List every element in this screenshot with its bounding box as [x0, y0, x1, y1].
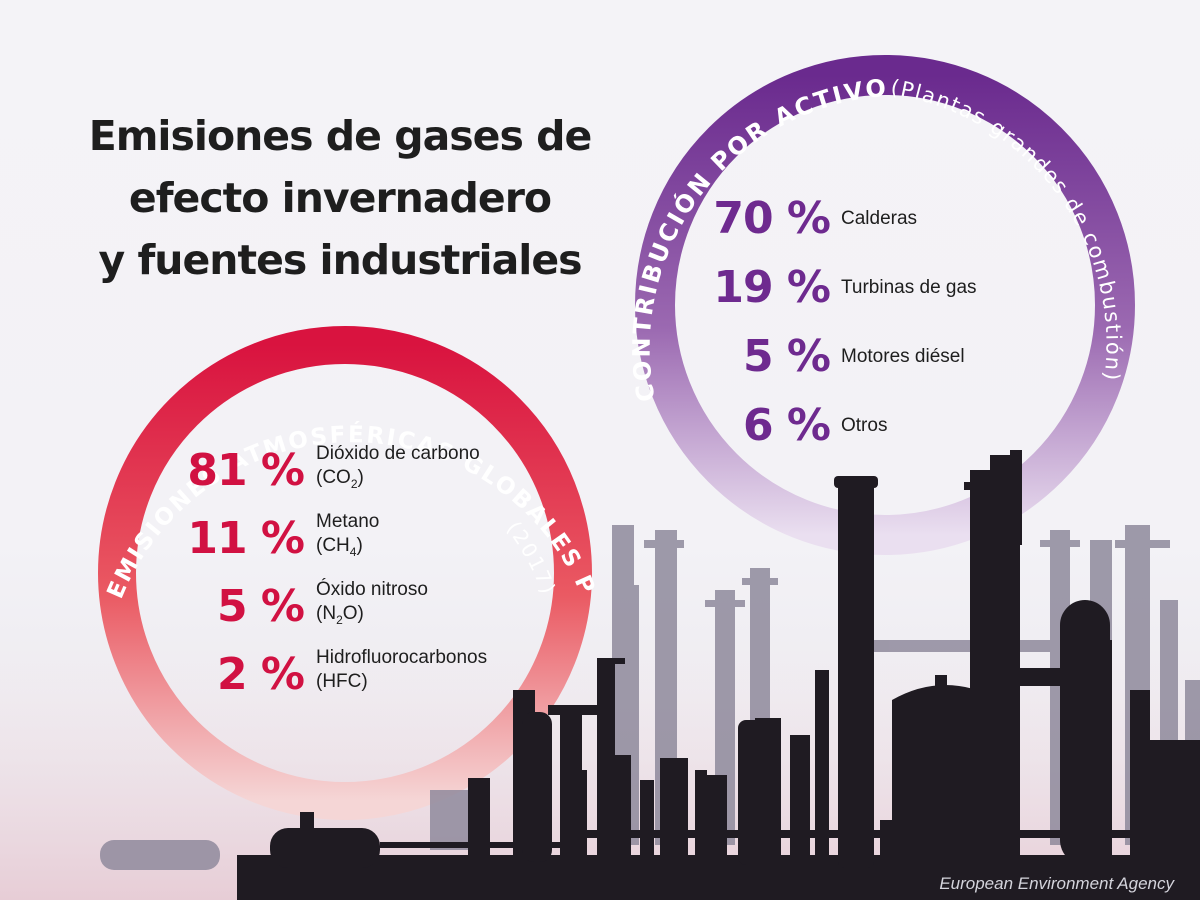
asset-contribution-list: 70 % Calderas 19 % Turbinas de gas 5 % M… — [700, 190, 1000, 460]
list-item: 11 % Metano (CH4) — [150, 508, 600, 568]
left-ring — [98, 326, 592, 820]
list-item: 5 % Óxido nitroso (N2O) — [150, 576, 600, 636]
percentage-value: 19 % — [713, 262, 831, 313]
pollutant-name: Metano — [316, 511, 380, 532]
list-item: 2 % Hidrofluorocarbonos (HFC) — [150, 644, 600, 704]
asset-label: Motores diésel — [841, 346, 965, 367]
title-line: y fuentes industriales — [98, 236, 582, 284]
list-item: 81 % Dióxido de carbono (CO2) — [150, 440, 600, 500]
pollutant-name: Hidrofluorocarbonos — [316, 647, 488, 668]
percentage-value: 11 % — [187, 513, 305, 564]
title-line: Emisiones de gases de — [88, 112, 593, 160]
page-title: Emisiones de gases de efecto invernadero… — [60, 105, 620, 291]
pollutant-label: Óxido nitroso (N2O) — [316, 578, 428, 632]
percentage-value: 81 % — [187, 445, 305, 496]
pollutant-formula: (N2O) — [316, 603, 364, 627]
pollutant-label: Dióxido de carbono (CO2) — [316, 442, 480, 496]
percentage-value: 5 % — [216, 581, 305, 632]
list-item: 5 % Motores diésel — [700, 328, 1000, 388]
pollutant-formula: (HFC) — [316, 671, 368, 692]
asset-label: Calderas — [841, 208, 918, 229]
asset-label: Turbinas de gas — [841, 277, 977, 298]
pollutant-label: Hidrofluorocarbonos (HFC) — [316, 646, 487, 694]
list-item: 6 % Otros — [700, 397, 1000, 457]
pollutant-name: Dióxido de carbono — [316, 443, 480, 464]
pollutant-formula: (CO2) — [316, 467, 364, 491]
pollutant-list: 81 % Dióxido de carbono (CO2) 11 % Metan… — [150, 440, 600, 710]
pollutant-formula: (CH4) — [316, 535, 363, 559]
list-item: 19 % Turbinas de gas — [700, 259, 1000, 319]
right-ring — [635, 55, 1135, 555]
refinery-silhouette-icon — [237, 450, 1200, 900]
pollutant-name: Óxido nitroso — [316, 579, 428, 600]
percentage-value: 6 % — [742, 400, 831, 451]
source-credit: European Environment Agency — [939, 874, 1174, 893]
percentage-value: 70 % — [713, 193, 831, 244]
list-item: 70 % Calderas — [700, 190, 1000, 250]
percentage-value: 5 % — [742, 331, 831, 382]
pollutant-label: Metano (CH4) — [316, 510, 379, 564]
asset-label: Otros — [841, 415, 888, 436]
percentage-value: 2 % — [216, 649, 305, 700]
title-line: efecto invernadero — [128, 174, 552, 222]
